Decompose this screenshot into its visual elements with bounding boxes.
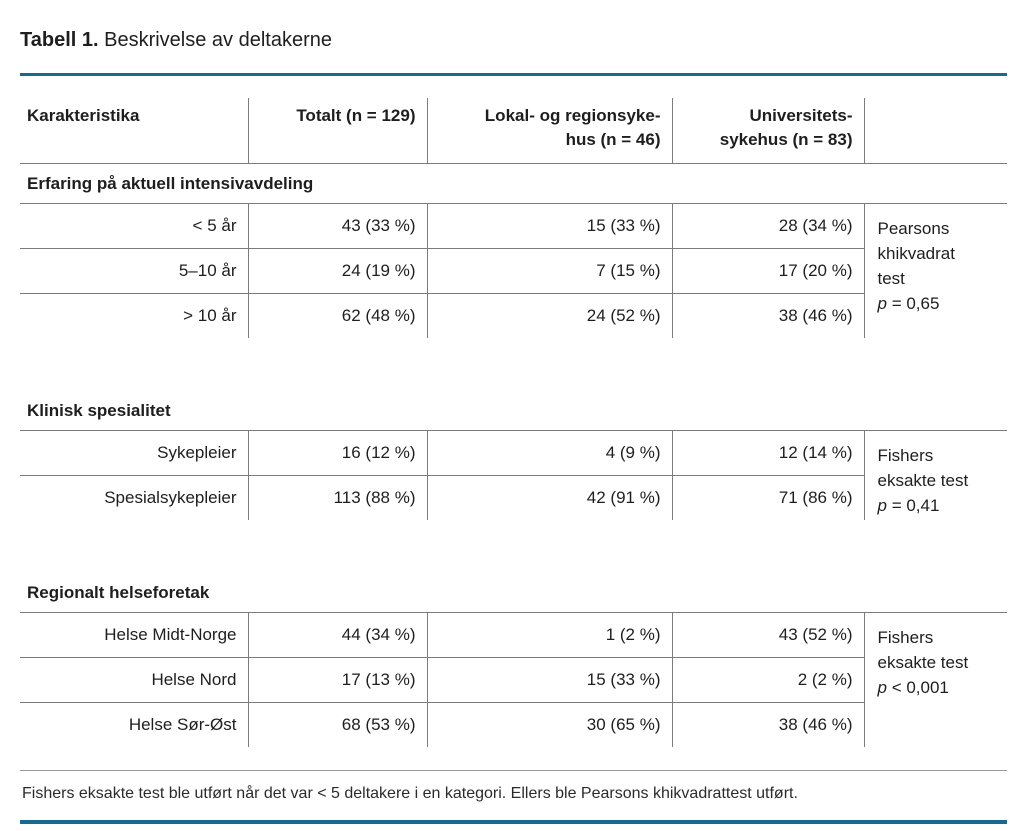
cell-universitet: 28 (34 %) — [671, 203, 864, 249]
column-header-universitetssykehus: Universitets- sykehus (n = 83) — [671, 98, 864, 164]
stat-cell-erfaring: Pearsons khikvadrat test p = 0,65 — [863, 203, 1008, 338]
cell-totalt: 17 (13 %) — [247, 657, 427, 703]
cell-lokal: 7 (15 %) — [426, 248, 672, 294]
cell-universitet: 71 (86 %) — [671, 475, 864, 520]
section-title-row: Regionalt helseforetak — [20, 573, 1007, 613]
row-label: 5–10 år — [20, 248, 248, 294]
table-footnote: Fishers eksakte test ble utført når det … — [20, 770, 1007, 820]
cell-lokal: 24 (52 %) — [426, 293, 672, 338]
table-row: Helse Nord 17 (13 %) 15 (33 %) 2 (2 %) — [20, 657, 1007, 703]
cell-totalt: 24 (19 %) — [247, 248, 427, 294]
stat-method: Pearsons khikvadrat test — [877, 219, 955, 288]
page: Tabell 1. Beskrivelse av deltakerne Kara… — [20, 0, 1007, 824]
cell-lokal: 42 (91 %) — [426, 475, 672, 520]
cell-universitet: 17 (20 %) — [671, 248, 864, 294]
cell-totalt: 44 (34 %) — [247, 612, 427, 658]
cell-lokal: 15 (33 %) — [426, 203, 672, 249]
row-label: < 5 år — [20, 203, 248, 249]
section-spacer — [20, 520, 1007, 573]
footnote-text: Fishers eksakte test ble utført når det … — [22, 785, 798, 802]
section-title-row: Klinisk spesialitet — [20, 391, 1007, 431]
stat-p-value: p = 0,41 — [878, 493, 1008, 518]
cell-universitet: 2 (2 %) — [671, 657, 864, 703]
row-label: Helse Sør-Øst — [128, 715, 237, 734]
section-title-regionalt: Regionalt helseforetak — [20, 573, 1007, 613]
table-row: 5–10 år 24 (19 %) 7 (15 %) 17 (20 %) — [20, 248, 1007, 294]
stat-method: Fishers eksakte test — [877, 628, 969, 672]
p-value-text: = 0,65 — [886, 294, 940, 313]
cell-totalt: 62 (48 %) — [247, 293, 427, 338]
cell-lokal: 4 (9 %) — [426, 430, 672, 476]
section-title-erfaring: Erfaring på aktuell intensivavdeling — [20, 163, 1007, 204]
row-label: Helse Midt-Norge — [20, 612, 248, 658]
section-title-row: Erfaring på aktuell intensivavdeling — [20, 163, 1007, 204]
row-label: Spesialsykepleier — [104, 488, 237, 507]
row-label: Helse Nord — [20, 657, 248, 703]
column-header-lokal-regionsykehus: Lokal- og regionsyke- hus (n = 46) — [426, 98, 672, 164]
cell-totalt: 113 (88 %) — [247, 475, 427, 520]
stat-cell-klinisk: Fishers eksakte test p = 0,41 — [863, 430, 1008, 520]
page-title: Tabell 1. Beskrivelse av deltakerne — [20, 28, 1007, 53]
p-value-text: = 0,41 — [886, 496, 940, 515]
p-symbol: p — [877, 496, 887, 515]
table-row: Spesialsykepleier 113 (88 %) 42 (91 %) 7… — [20, 475, 1007, 520]
table-number-label: Tabell 1. — [20, 29, 99, 51]
cell-universitet: 43 (52 %) — [671, 612, 864, 658]
table-row: Sykepleier 16 (12 %) 4 (9 %) 12 (14 %) F… — [20, 430, 1007, 520]
cell-lokal: 1 (2 %) — [426, 612, 672, 658]
cell-totalt: 43 (33 %) — [247, 203, 427, 249]
cell-lokal: 30 (65 %) — [426, 702, 672, 747]
cell-totalt: 16 (12 %) — [247, 430, 427, 476]
table-row: Helse Midt-Norge 44 (34 %) 1 (2 %) 43 (5… — [20, 612, 1007, 747]
cell-lokal: 15 (33 %) — [426, 657, 672, 703]
p-value-text: < 0,001 — [886, 678, 949, 697]
stat-p-value: p = 0,65 — [878, 291, 1008, 316]
column-header-karakteristika: Karakteristika — [20, 98, 248, 164]
accent-rule-top — [20, 73, 1007, 76]
table-row: < 5 år 43 (33 %) 15 (33 %) 28 (34 %) Pea… — [20, 203, 1007, 338]
p-symbol: p — [877, 678, 887, 697]
accent-rule-bottom — [20, 820, 1007, 824]
column-header-totalt: Totalt (n = 129) — [247, 98, 427, 164]
cell-universitet: 12 (14 %) — [671, 430, 864, 476]
row-label: > 10 år — [183, 306, 237, 325]
cell-universitet: 38 (46 %) — [671, 702, 864, 747]
table-row: > 10 år 62 (48 %) 24 (52 %) 38 (46 %) — [20, 293, 1007, 338]
cell-universitet: 38 (46 %) — [671, 293, 864, 338]
stat-p-value: p < 0,001 — [878, 675, 1008, 700]
table-row: Helse Sør-Øst 68 (53 %) 30 (65 %) 38 (46… — [20, 702, 1007, 747]
header-row: Karakteristika Totalt (n = 129) Lokal- o… — [20, 98, 1007, 164]
table-title-text: Beskrivelse av deltakerne — [98, 29, 332, 51]
column-header-empty — [863, 98, 1007, 164]
cell-totalt: 68 (53 %) — [247, 702, 427, 747]
section-title-klinisk: Klinisk spesialitet — [20, 391, 1007, 431]
participants-table: Karakteristika Totalt (n = 129) Lokal- o… — [20, 98, 1007, 747]
p-symbol: p — [877, 294, 887, 313]
row-label: Sykepleier — [20, 430, 248, 476]
stat-cell-regionalt: Fishers eksakte test p < 0,001 — [863, 612, 1008, 747]
stat-method: Fishers eksakte test — [877, 446, 969, 490]
section-spacer — [20, 338, 1007, 391]
